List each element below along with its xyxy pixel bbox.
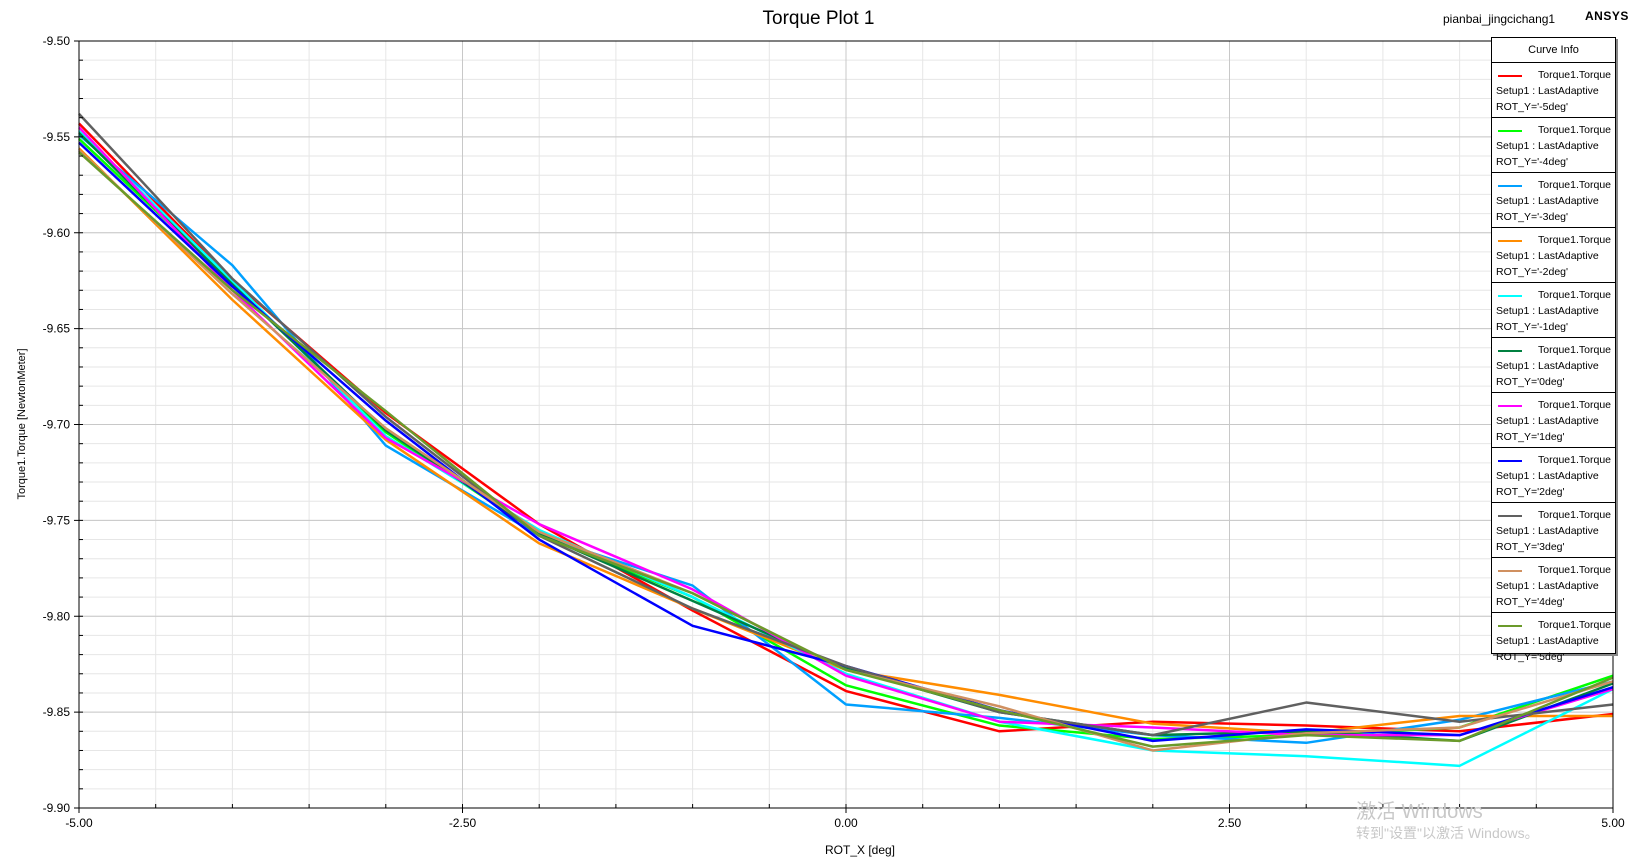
legend-entry[interactable]: Torque1.Torque Setup1 : LastAdaptive ROT_Y…: [1492, 503, 1615, 558]
y-tick-label: -9.85: [43, 705, 71, 719]
legend-entry[interactable]: Torque1.Torque Setup1 : LastAdaptive ROT_Y…: [1492, 393, 1615, 448]
legend-swatch: [1498, 295, 1522, 297]
legend-swatch: [1498, 130, 1522, 132]
legend-swatch: [1498, 625, 1522, 627]
x-tick-label: 2.50: [1218, 816, 1242, 830]
legend-entry[interactable]: Torque1.Torque Setup1 : LastAdaptive ROT_Y…: [1492, 173, 1615, 228]
series-layer: [78, 113, 1614, 768]
activation-watermark: 激活 Windows: [1356, 801, 1483, 823]
legend-series-name: Torque1.Torque: [1538, 564, 1611, 576]
legend-series-name: Torque1.Torque: [1538, 179, 1611, 191]
legend-setup: Setup1 : LastAdaptive: [1496, 635, 1599, 647]
x-tick-label: -2.50: [449, 816, 477, 830]
x-tick-label: 0.00: [834, 816, 858, 830]
y-tick-label: -9.90: [43, 801, 71, 815]
legend-param: ROT_Y='5deg': [1496, 651, 1565, 663]
series-line-10: [78, 151, 1614, 748]
legend-series-name: Torque1.Torque: [1538, 509, 1611, 521]
legend-setup: Setup1 : LastAdaptive: [1496, 525, 1599, 537]
x-tick-label: 5.00: [1601, 816, 1625, 830]
legend-series-name: Torque1.Torque: [1538, 124, 1611, 136]
legend-series-name: Torque1.Torque: [1538, 399, 1611, 411]
legend-swatch: [1498, 405, 1522, 407]
y-tick-label: -9.80: [43, 609, 71, 623]
legend-param: ROT_Y='-2deg': [1496, 266, 1569, 278]
legend-entry[interactable]: Torque1.Torque Setup1 : LastAdaptive ROT_Y…: [1492, 63, 1615, 118]
legend-entry[interactable]: Torque1.Torque Setup1 : LastAdaptive ROT_Y…: [1492, 613, 1615, 667]
legend-series-name: Torque1.Torque: [1538, 69, 1611, 81]
x-tick-label: -5.00: [65, 816, 93, 830]
legend-entry[interactable]: Torque1.Torque Setup1 : LastAdaptive ROT_Y…: [1492, 338, 1615, 393]
legend-param: ROT_Y='4deg': [1496, 596, 1565, 608]
x-axis-label: ROT_X [deg]: [824, 843, 896, 857]
grid: [78, 40, 1614, 809]
axes: -5.00 -2.50 0.00 2.50 5.00 -9.50 -9.55 -9.60 -9.…: [43, 34, 1625, 830]
legend-series-name: Torque1.Torque: [1538, 344, 1611, 356]
series-line-6: [78, 126, 1614, 737]
legend-param: ROT_Y='-3deg': [1496, 211, 1569, 223]
legend-series-name: Torque1.Torque: [1538, 289, 1611, 301]
legend-entry[interactable]: Torque1.Torque Setup1 : LastAdaptive ROT_Y…: [1492, 228, 1615, 283]
y-axis-label: Torque1.Torque [NewtonMeter]: [16, 348, 28, 500]
legend-swatch: [1498, 75, 1522, 77]
legend-entry[interactable]: Torque1.Torque Setup1 : LastAdaptive ROT_Y…: [1492, 118, 1615, 173]
activation-watermark-sub: 转到"设置"以激活 Windows。: [1356, 825, 1539, 841]
y-tick-label: -9.55: [43, 130, 71, 144]
chart-title: Torque Plot 1: [762, 8, 875, 29]
legend-entry[interactable]: Torque1.Torque Setup1 : LastAdaptive ROT_Y…: [1492, 448, 1615, 503]
legend-entry[interactable]: Torque1.Torque Setup1 : LastAdaptive ROT_Y…: [1492, 558, 1615, 613]
legend-setup: Setup1 : LastAdaptive: [1496, 140, 1599, 152]
legend-series-name: Torque1.Torque: [1538, 454, 1611, 466]
legend-swatch: [1498, 240, 1522, 242]
legend-setup: Setup1 : LastAdaptive: [1496, 250, 1599, 262]
legend-param: ROT_Y='0deg': [1496, 376, 1565, 388]
ansys-logo: ANSYS: [1585, 9, 1629, 23]
legend-title: Curve Info: [1492, 38, 1615, 63]
legend-setup: Setup1 : LastAdaptive: [1496, 360, 1599, 372]
legend-setup: Setup1 : LastAdaptive: [1496, 415, 1599, 427]
legend-param: ROT_Y='-4deg': [1496, 156, 1569, 168]
y-tick-label: -9.65: [43, 322, 71, 336]
design-name: pianbai_jingcichang1: [1443, 12, 1556, 26]
y-tick-label: -9.60: [43, 226, 71, 240]
legend-setup: Setup1 : LastAdaptive: [1496, 85, 1599, 97]
legend-swatch: [1498, 570, 1522, 572]
legend-param: ROT_Y='2deg': [1496, 486, 1565, 498]
legend-entry[interactable]: Torque1.Torque Setup1 : LastAdaptive ROT_Y…: [1492, 283, 1615, 338]
legend-swatch: [1498, 350, 1522, 352]
y-tick-label: -9.75: [43, 513, 71, 527]
legend-swatch: [1498, 460, 1522, 462]
legend-setup: Setup1 : LastAdaptive: [1496, 195, 1599, 207]
legend-param: ROT_Y='3deg': [1496, 541, 1565, 553]
y-tick-label: -9.70: [43, 418, 71, 432]
legend-setup: Setup1 : LastAdaptive: [1496, 305, 1599, 317]
y-tick-label: -9.50: [43, 34, 71, 48]
legend-swatch: [1498, 185, 1522, 187]
legend-param: ROT_Y='-5deg': [1496, 101, 1569, 113]
legend-param: ROT_Y='-1deg': [1496, 321, 1569, 333]
legend-series-name: Torque1.Torque: [1538, 234, 1611, 246]
legend-series-name: Torque1.Torque: [1538, 619, 1611, 631]
legend-setup: Setup1 : LastAdaptive: [1496, 580, 1599, 592]
legend[interactable]: Curve Info Torque1.Torque Setup1 : LastAd…: [1491, 37, 1616, 663]
legend-swatch: [1498, 515, 1522, 517]
legend-setup: Setup1 : LastAdaptive: [1496, 470, 1599, 482]
legend-param: ROT_Y='1deg': [1496, 431, 1565, 443]
